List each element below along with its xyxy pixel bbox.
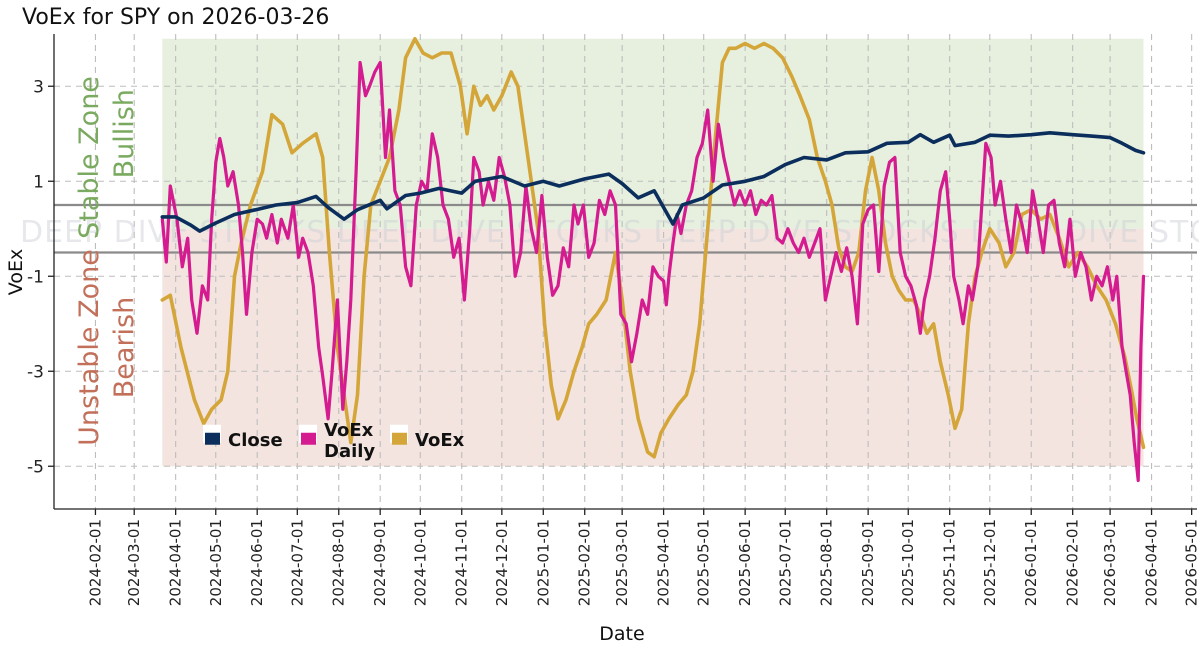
x-tick-label: 2025-09-01: [859, 519, 877, 606]
x-tick-label: 2024-08-01: [330, 519, 348, 606]
stable-zone-label: Stable Zone: [74, 76, 105, 239]
x-tick-label: 2025-11-01: [941, 519, 959, 606]
y-tick-label: 3: [33, 77, 44, 97]
y-tick-label: -5: [27, 457, 44, 477]
x-tick-label: 2026-04-01: [1143, 519, 1161, 606]
chart-title: VoEx for SPY on 2026-03-26: [22, 5, 329, 30]
x-tick-label: 2024-06-01: [248, 519, 266, 606]
legend-swatch: [205, 433, 220, 445]
legend-swatch: [392, 433, 407, 445]
voex-chart: VoEx for SPY on 2026-03-26 DEEP DIVE STO…: [0, 0, 1199, 652]
x-tick-label: 2026-05-01: [1183, 519, 1199, 606]
x-tick-label: 2026-03-01: [1101, 519, 1119, 606]
x-tick-label: 2025-01-01: [534, 519, 552, 606]
y-tick-label: 1: [33, 172, 44, 192]
x-tick-label: 2025-03-01: [613, 519, 631, 606]
y-axis-label: VoEx: [5, 249, 27, 295]
x-tick-label: 2024-02-01: [86, 519, 104, 606]
legend-label: Close: [228, 430, 283, 451]
legend-label: VoEx Daily: [324, 420, 375, 462]
x-tick-label: 2025-07-01: [776, 519, 794, 606]
x-tick-label: 2024-04-01: [167, 519, 185, 606]
x-tick-label: 2025-10-01: [899, 519, 917, 606]
x-tick-label: 2026-01-01: [1022, 519, 1040, 606]
bearish-label: Bearish: [109, 297, 140, 398]
x-tick-label: 2025-04-01: [655, 519, 673, 606]
x-tick-label: 2024-11-01: [453, 519, 471, 606]
x-tick-label: 2025-08-01: [818, 519, 836, 606]
x-tick-label: 2024-12-01: [493, 519, 511, 606]
legend-label: VoEx: [415, 430, 465, 451]
legend-swatch: [301, 433, 316, 445]
x-tick-label: 2025-05-01: [695, 519, 713, 606]
x-tick-label: 2026-02-01: [1064, 519, 1082, 606]
x-tick-label: 2024-03-01: [125, 519, 143, 606]
x-tick-label: 2025-12-01: [981, 519, 999, 606]
x-tick-label: 2024-10-01: [411, 519, 429, 606]
x-tick-label: 2025-02-01: [576, 519, 594, 606]
y-tick-label: -3: [27, 362, 44, 382]
legend-label-line: VoEx: [324, 420, 374, 441]
unstable-zone-label: Unstable Zone: [74, 249, 105, 446]
x-tick-label: 2024-09-01: [371, 519, 389, 606]
x-tick-label: 2024-05-01: [207, 519, 225, 606]
bullish-label: Bullish: [109, 89, 140, 178]
x-tick-label: 2024-07-01: [288, 519, 306, 606]
y-tick-label: -1: [27, 267, 44, 287]
x-tick-label: 2025-06-01: [736, 519, 754, 606]
legend-label-line: Daily: [324, 441, 375, 462]
x-axis-label: Date: [599, 623, 644, 645]
